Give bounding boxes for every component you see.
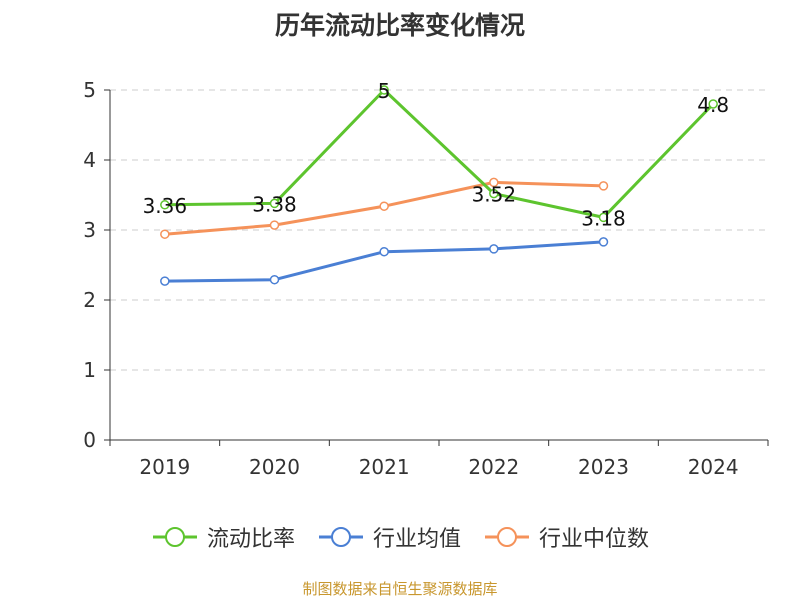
data-point: [489, 188, 499, 199]
y-tick-label: 2: [83, 288, 96, 312]
data-point: [708, 99, 718, 109]
data-point: [269, 274, 280, 285]
data-label: 3.36: [143, 194, 188, 218]
y-tick-label: 5: [83, 78, 96, 102]
data-point: [598, 181, 609, 191]
data-point: [598, 212, 609, 223]
data-point: [160, 276, 170, 286]
chart-title: 历年流动比率变化情况: [274, 11, 525, 40]
y-tick-label: 3: [83, 218, 96, 242]
data-label: 3.18: [581, 206, 626, 230]
data-point: [269, 220, 280, 230]
data-point: [160, 229, 170, 239]
x-tick-label: 2023: [578, 455, 629, 479]
y-tick-label: 0: [83, 428, 96, 452]
data-label: 4.8: [697, 93, 729, 117]
legend-symbol: [485, 527, 529, 547]
y-tick-label: 4: [83, 148, 96, 172]
line-chart: 0 1 2 3 4 5 2019 2020 2021 2022 2023 2024 3.36 3.38 5 3…: [83, 78, 769, 479]
series-line: [164, 88, 715, 219]
data-point: [379, 85, 389, 95]
legend-label: 行业均值: [372, 527, 461, 552]
legend-symbol: [152, 527, 197, 547]
data-label: 3.38: [252, 192, 297, 216]
legend-item: 行业均值: [317, 521, 461, 553]
data-point: [379, 246, 389, 257]
y-tick-label: 1: [83, 358, 96, 382]
data-point: [160, 200, 170, 210]
source-note: 制图数据来自恒生聚源数据库: [302, 580, 498, 598]
legend-symbol: [318, 527, 363, 547]
data-point: [269, 198, 280, 209]
legend-item: 行业中位数: [483, 521, 649, 553]
x-tick-label: 2024: [688, 455, 739, 479]
data-label: 3.52: [472, 183, 517, 207]
legend: 流动比率 行业均值 行业中位数: [0, 520, 800, 554]
data-point: [489, 244, 499, 254]
legend-label: 流动比率: [206, 527, 295, 552]
data-point: [379, 201, 389, 211]
x-tick-label: 2022: [468, 455, 519, 479]
x-tick-label: 2020: [249, 455, 300, 479]
x-tick-label: 2019: [139, 455, 190, 479]
legend-label: 行业中位数: [539, 527, 650, 552]
x-tick-label: 2021: [359, 455, 410, 479]
data-point: [489, 177, 499, 188]
data-label: 5: [378, 79, 391, 103]
data-point: [598, 237, 609, 247]
legend-item: 流动比率: [151, 521, 295, 553]
